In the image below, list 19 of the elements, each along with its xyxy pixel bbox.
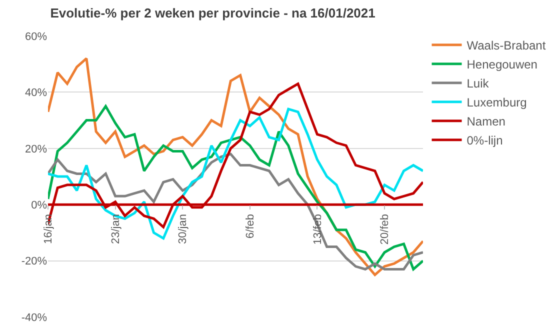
- x-tick-label: 20/feb: [379, 214, 392, 245]
- x-tick-label: 6/feb: [244, 214, 256, 238]
- y-tick-label: 20%: [24, 143, 48, 156]
- y-tick-label: -40%: [21, 312, 48, 324]
- legend-label: Luxemburg: [466, 96, 527, 110]
- x-tick-label: 16/jan: [42, 214, 55, 244]
- y-tick-label: 40%: [24, 87, 48, 100]
- x-tick-label: 30/jan: [177, 214, 190, 244]
- x-tick-label: 13/feb: [312, 214, 324, 245]
- legend-label: 0%-lijn: [466, 134, 503, 148]
- y-tick-label: 0%: [31, 199, 48, 212]
- legend-label: Namen: [466, 114, 506, 129]
- legend-label: Luik: [466, 76, 490, 91]
- y-tick-label: 60%: [24, 30, 48, 43]
- legend-label: Waals-Brabant: [466, 38, 546, 53]
- legend-label: Henegouwen: [466, 58, 538, 72]
- x-tick-label: 23/jan: [110, 214, 122, 244]
- chart-title: Evolutie-% per 2 weken per provincie - na 16/01/2021: [50, 5, 376, 20]
- y-tick-label: -20%: [21, 256, 48, 268]
